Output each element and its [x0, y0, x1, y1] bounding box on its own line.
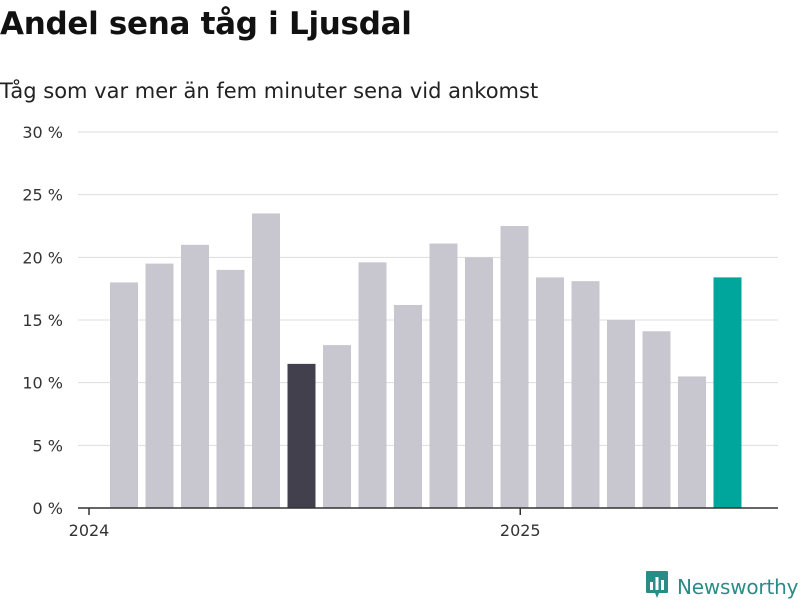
- y-tick-label: 10 %: [22, 374, 63, 393]
- bar: [713, 277, 742, 508]
- brand-logo: Newsworthy: [645, 570, 798, 604]
- y-tick-label: 5 %: [33, 436, 63, 455]
- bar: [642, 331, 671, 508]
- bar: [536, 277, 564, 508]
- y-tick-label: 25 %: [22, 186, 63, 205]
- bar: [500, 226, 529, 508]
- bar-chart: 0 % 5 % 10 % 15 % 20 % 25 % 30 % 2024 2025: [22, 123, 778, 540]
- bar: [394, 304, 422, 508]
- bar: [429, 243, 458, 508]
- x-axis-ticks: 2024 2025: [69, 508, 541, 540]
- bar: [607, 320, 635, 508]
- bar: [465, 257, 493, 508]
- bar: [216, 269, 245, 508]
- y-axis-ticks: 0 % 5 % 10 % 15 % 20 % 25 % 30 %: [22, 123, 63, 518]
- y-tick-label: 15 %: [22, 311, 63, 330]
- bar: [323, 345, 351, 508]
- bar: [145, 263, 174, 508]
- brand-name: Newsworthy: [677, 575, 799, 599]
- bar: [678, 376, 706, 508]
- bar: [110, 282, 138, 508]
- bar: [571, 281, 600, 508]
- chart-subtitle: Tåg som var mer än fem minuter sena vid …: [0, 79, 539, 103]
- bar: [181, 244, 209, 509]
- chart-title: Andel sena tåg i Ljusdal: [0, 6, 412, 42]
- bar: [358, 262, 387, 508]
- bar-chart-speech-bubble-icon: [645, 570, 669, 604]
- x-tick-label: 2025: [500, 521, 541, 540]
- bar: [252, 213, 280, 508]
- x-tick-label: 2024: [69, 521, 110, 540]
- y-tick-label: 0 %: [33, 499, 63, 518]
- bar: [287, 363, 316, 508]
- y-tick-label: 30 %: [22, 123, 63, 142]
- bars: [110, 213, 742, 509]
- y-tick-label: 20 %: [22, 248, 63, 267]
